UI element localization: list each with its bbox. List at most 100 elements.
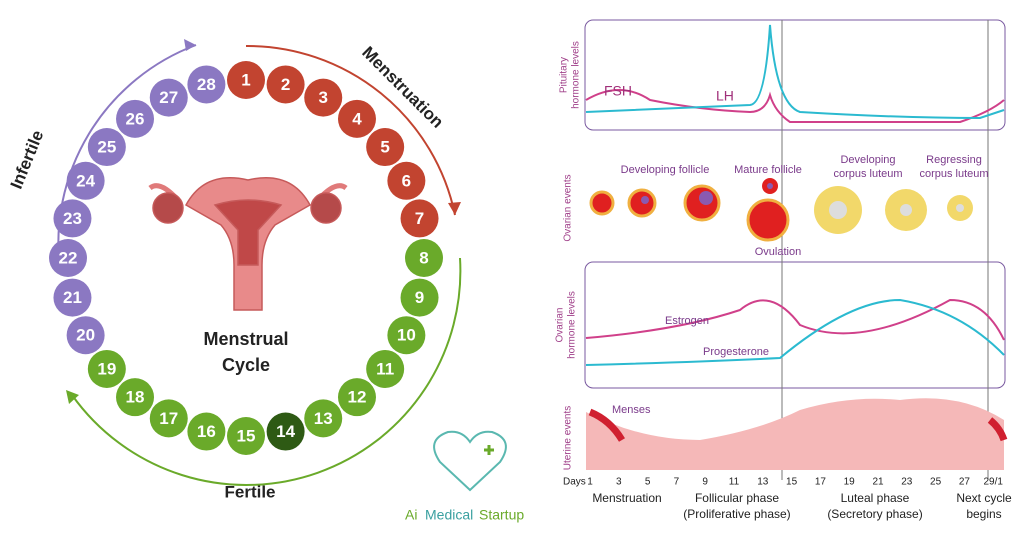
lh-curve bbox=[585, 24, 1005, 120]
day-circle bbox=[366, 349, 405, 388]
event-label: Developing follicle bbox=[621, 164, 710, 176]
day-number: 7 bbox=[415, 209, 424, 228]
logo-text: Ai bbox=[405, 507, 417, 523]
curve-label: LH bbox=[716, 88, 734, 104]
day-number: 10 bbox=[397, 326, 416, 345]
panel-label: hormone levels bbox=[567, 291, 578, 359]
phase-label: Luteal phase bbox=[841, 491, 910, 505]
day-tick: 29/1 bbox=[983, 477, 1003, 488]
day-number: 28 bbox=[197, 75, 216, 94]
day-number: 13 bbox=[314, 409, 333, 428]
logo: Ai Medical Startup bbox=[405, 430, 524, 523]
days-label: Days bbox=[563, 477, 586, 488]
day-tick: 9 bbox=[702, 477, 708, 488]
day-number: 14 bbox=[276, 422, 295, 441]
day-circle bbox=[149, 399, 188, 438]
day-number: 9 bbox=[415, 288, 424, 307]
day-number: 4 bbox=[352, 109, 362, 128]
arrow-head bbox=[184, 39, 196, 51]
curve-label: Estrogen bbox=[665, 315, 709, 327]
day-tick: 27 bbox=[959, 477, 971, 488]
day-circle bbox=[387, 316, 426, 355]
day-number: 26 bbox=[126, 109, 145, 128]
day-number: 1 bbox=[241, 70, 250, 89]
day-number: 19 bbox=[97, 359, 116, 378]
curve-label: Menses bbox=[612, 404, 651, 416]
day-circle bbox=[405, 239, 443, 277]
day-number: 11 bbox=[376, 359, 394, 378]
day-circle bbox=[366, 128, 405, 167]
event-label: corpus luteum bbox=[833, 168, 902, 180]
logo-text: Medical bbox=[425, 507, 473, 523]
progesterone-curve bbox=[585, 298, 1005, 366]
day-number: 15 bbox=[237, 426, 256, 445]
phase-label: (Secretory phase) bbox=[827, 507, 922, 521]
phase-label: Follicular phase bbox=[695, 491, 779, 505]
infertile-arc bbox=[57, 44, 197, 271]
day-circle bbox=[227, 417, 265, 455]
arrow-head bbox=[66, 390, 79, 404]
panel-label: hormone levels bbox=[571, 41, 582, 109]
day-tick: 15 bbox=[786, 477, 798, 488]
day-number: 8 bbox=[419, 248, 428, 267]
day-circle bbox=[337, 378, 376, 417]
day-tick: 11 bbox=[729, 477, 740, 488]
day-circle bbox=[66, 316, 105, 355]
logo-text: Startup bbox=[479, 507, 524, 523]
day-circle bbox=[53, 199, 92, 238]
phase-label: Fertile bbox=[224, 482, 275, 501]
phase-label: Infertile bbox=[7, 128, 48, 192]
day-tick: 7 bbox=[674, 477, 680, 488]
day-circle bbox=[87, 128, 126, 167]
day-number: 27 bbox=[159, 88, 178, 107]
phase-label: Menstruation bbox=[592, 491, 661, 505]
event-label: Mature follicle bbox=[734, 164, 802, 176]
event-label: corpus luteum bbox=[919, 168, 988, 180]
day-tick: 5 bbox=[645, 477, 651, 488]
day-circle bbox=[116, 99, 155, 138]
endometrium bbox=[586, 398, 1004, 470]
phase-label: Next cycle bbox=[956, 491, 1012, 505]
fertile-arc bbox=[71, 257, 462, 486]
day-circle bbox=[187, 65, 226, 104]
event-label: Ovulation bbox=[755, 246, 801, 258]
day-number: 6 bbox=[402, 171, 411, 190]
event-label: Developing bbox=[840, 154, 895, 166]
day-circle bbox=[400, 278, 439, 317]
day-number: 3 bbox=[318, 88, 327, 107]
phase-label: (Proliferative phase) bbox=[683, 507, 790, 521]
day-circle bbox=[266, 412, 305, 451]
panel-label: Ovarian bbox=[555, 307, 566, 342]
arrow-head bbox=[448, 202, 461, 215]
menses-mark bbox=[588, 408, 626, 442]
day-circle bbox=[87, 349, 126, 388]
day-circle bbox=[400, 199, 439, 238]
day-circle bbox=[66, 161, 105, 200]
panel-label: Uterine events bbox=[563, 406, 574, 470]
day-number: 2 bbox=[281, 75, 290, 94]
follicles bbox=[589, 178, 973, 242]
day-number: 5 bbox=[380, 138, 389, 157]
day-tick: 3 bbox=[616, 477, 622, 488]
day-tick: 1 bbox=[587, 477, 593, 488]
day-number: 21 bbox=[63, 288, 82, 307]
day-circle bbox=[337, 99, 376, 138]
day-circle bbox=[304, 399, 343, 438]
day-number: 24 bbox=[76, 171, 95, 190]
day-tick: 13 bbox=[757, 477, 769, 488]
day-circle bbox=[266, 65, 305, 104]
cycle-title: Menstrual bbox=[203, 329, 288, 349]
day-number: 23 bbox=[63, 209, 82, 228]
estrogen-curve bbox=[585, 298, 1005, 341]
day-tick: 25 bbox=[930, 477, 942, 488]
uterus-icon bbox=[148, 177, 348, 311]
day-circle bbox=[187, 412, 226, 451]
day-tick: 19 bbox=[844, 477, 856, 488]
day-circle bbox=[227, 61, 265, 99]
day-circle bbox=[387, 161, 426, 200]
day-circle bbox=[304, 78, 343, 117]
day-number: 22 bbox=[59, 248, 78, 267]
day-number: 25 bbox=[97, 138, 116, 157]
day-number: 16 bbox=[197, 422, 216, 441]
menstruation-arc bbox=[245, 44, 456, 216]
